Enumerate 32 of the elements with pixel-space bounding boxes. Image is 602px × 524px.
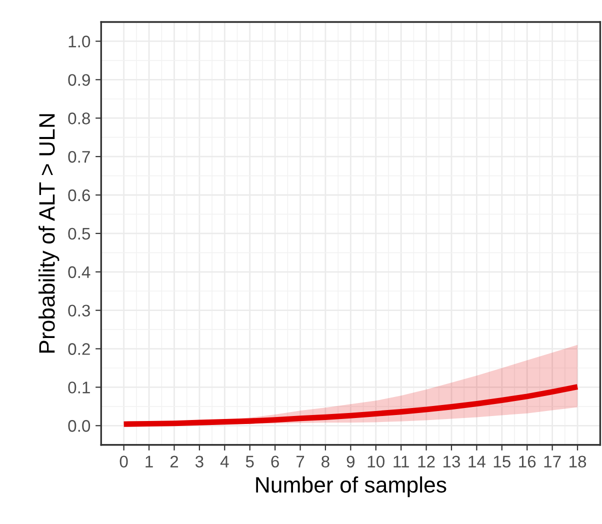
y-tick-label: 0.3 — [68, 304, 90, 317]
x-tick-label: 11 — [394, 456, 409, 468]
y-tick-label: 0.4 — [68, 266, 90, 278]
y-tick-label: 0.0 — [68, 420, 90, 432]
x-tick-label: 3 — [195, 456, 204, 468]
y-tick-label: 0.1 — [68, 382, 90, 394]
x-tick-label: 18 — [570, 456, 586, 468]
x-tick-label: 2 — [170, 456, 178, 468]
x-tick-label: 8 — [322, 456, 330, 468]
x-axis-title: Number of samples — [256, 476, 446, 498]
x-tick-label: 16 — [519, 456, 536, 468]
y-tick-label: 0.9 — [68, 74, 90, 86]
x-tick-label: 13 — [443, 456, 460, 468]
y-tick-label: 1.0 — [68, 36, 90, 48]
y-tick-label: 0.8 — [68, 112, 90, 124]
y-tick-label: 0.7 — [68, 150, 90, 163]
x-tick-label: 15 — [494, 456, 510, 468]
x-tick-label: 0 — [120, 456, 128, 468]
x-tick-label: 4 — [220, 456, 229, 468]
x-tick-label: 17 — [544, 456, 561, 468]
x-tick-label: 12 — [418, 456, 435, 468]
x-tick-label: 14 — [468, 456, 486, 468]
y-tick-label: 0.6 — [68, 189, 90, 202]
x-tick-label: 9 — [346, 456, 355, 468]
x-tick-label: 7 — [296, 456, 304, 468]
x-tick-label: 1 — [146, 456, 153, 468]
x-tick-label: 5 — [246, 456, 254, 468]
y-axis-title: Probability of ALT > ULN — [38, 114, 60, 353]
y-tick-label: 0.5 — [68, 228, 90, 240]
y-tick-label: 0.2 — [68, 343, 90, 355]
x-tick-label: 6 — [271, 456, 279, 468]
x-tick-label: 10 — [368, 456, 384, 468]
